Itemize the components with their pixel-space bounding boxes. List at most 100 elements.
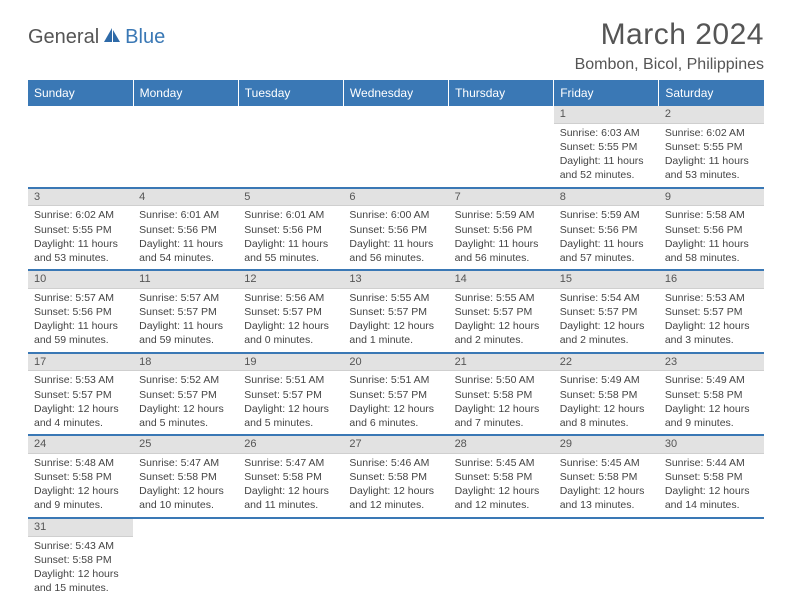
day-number: 27 bbox=[343, 436, 448, 454]
calendar-cell: 20Sunrise: 5:51 AMSunset: 5:57 PMDayligh… bbox=[343, 353, 448, 436]
day-content: Sunrise: 5:56 AMSunset: 5:57 PMDaylight:… bbox=[238, 289, 343, 352]
day-number: 17 bbox=[28, 354, 133, 372]
calendar-cell: 9Sunrise: 5:58 AMSunset: 5:56 PMDaylight… bbox=[659, 188, 764, 271]
day-number: 24 bbox=[28, 436, 133, 454]
calendar-cell: 13Sunrise: 5:55 AMSunset: 5:57 PMDayligh… bbox=[343, 270, 448, 353]
calendar-cell-empty bbox=[28, 106, 133, 188]
calendar-week-row: 1Sunrise: 6:03 AMSunset: 5:55 PMDaylight… bbox=[28, 106, 764, 188]
day-content: Sunrise: 5:45 AMSunset: 5:58 PMDaylight:… bbox=[449, 454, 554, 517]
month-title: March 2024 bbox=[575, 18, 764, 52]
calendar-cell: 27Sunrise: 5:46 AMSunset: 5:58 PMDayligh… bbox=[343, 435, 448, 518]
calendar-cell: 25Sunrise: 5:47 AMSunset: 5:58 PMDayligh… bbox=[133, 435, 238, 518]
day-content: Sunrise: 5:55 AMSunset: 5:57 PMDaylight:… bbox=[449, 289, 554, 352]
calendar-week-row: 3Sunrise: 6:02 AMSunset: 5:55 PMDaylight… bbox=[28, 188, 764, 271]
day-content: Sunrise: 5:47 AMSunset: 5:58 PMDaylight:… bbox=[238, 454, 343, 517]
calendar-cell: 26Sunrise: 5:47 AMSunset: 5:58 PMDayligh… bbox=[238, 435, 343, 518]
calendar-cell: 3Sunrise: 6:02 AMSunset: 5:55 PMDaylight… bbox=[28, 188, 133, 271]
calendar-cell: 16Sunrise: 5:53 AMSunset: 5:57 PMDayligh… bbox=[659, 270, 764, 353]
weekday-header: Sunday bbox=[28, 80, 133, 106]
day-number: 26 bbox=[238, 436, 343, 454]
day-number: 19 bbox=[238, 354, 343, 372]
day-content: Sunrise: 5:50 AMSunset: 5:58 PMDaylight:… bbox=[449, 371, 554, 434]
calendar-cell-empty bbox=[554, 518, 659, 600]
calendar-cell: 10Sunrise: 5:57 AMSunset: 5:56 PMDayligh… bbox=[28, 270, 133, 353]
calendar-cell: 1Sunrise: 6:03 AMSunset: 5:55 PMDaylight… bbox=[554, 106, 659, 188]
day-number: 12 bbox=[238, 271, 343, 289]
day-number: 20 bbox=[343, 354, 448, 372]
calendar-cell: 17Sunrise: 5:53 AMSunset: 5:57 PMDayligh… bbox=[28, 353, 133, 436]
day-number: 14 bbox=[449, 271, 554, 289]
calendar-cell: 4Sunrise: 6:01 AMSunset: 5:56 PMDaylight… bbox=[133, 188, 238, 271]
day-number: 2 bbox=[659, 106, 764, 124]
day-number: 9 bbox=[659, 189, 764, 207]
calendar-cell-empty bbox=[133, 106, 238, 188]
weekday-header: Saturday bbox=[659, 80, 764, 106]
day-number: 21 bbox=[449, 354, 554, 372]
day-number: 25 bbox=[133, 436, 238, 454]
day-number: 8 bbox=[554, 189, 659, 207]
day-content: Sunrise: 5:45 AMSunset: 5:58 PMDaylight:… bbox=[554, 454, 659, 517]
day-number: 6 bbox=[343, 189, 448, 207]
calendar-cell: 22Sunrise: 5:49 AMSunset: 5:58 PMDayligh… bbox=[554, 353, 659, 436]
calendar-cell: 18Sunrise: 5:52 AMSunset: 5:57 PMDayligh… bbox=[133, 353, 238, 436]
weekday-header: Thursday bbox=[449, 80, 554, 106]
day-content: Sunrise: 5:46 AMSunset: 5:58 PMDaylight:… bbox=[343, 454, 448, 517]
day-number: 29 bbox=[554, 436, 659, 454]
header: General Blue March 2024 Bombon, Bicol, P… bbox=[28, 18, 764, 74]
calendar-header-row: SundayMondayTuesdayWednesdayThursdayFrid… bbox=[28, 80, 764, 106]
calendar-cell: 11Sunrise: 5:57 AMSunset: 5:57 PMDayligh… bbox=[133, 270, 238, 353]
day-number: 31 bbox=[28, 519, 133, 537]
calendar-cell-empty bbox=[133, 518, 238, 600]
calendar-week-row: 31Sunrise: 5:43 AMSunset: 5:58 PMDayligh… bbox=[28, 518, 764, 600]
day-content: Sunrise: 5:53 AMSunset: 5:57 PMDaylight:… bbox=[659, 289, 764, 352]
calendar-cell: 6Sunrise: 6:00 AMSunset: 5:56 PMDaylight… bbox=[343, 188, 448, 271]
calendar-cell: 31Sunrise: 5:43 AMSunset: 5:58 PMDayligh… bbox=[28, 518, 133, 600]
calendar-cell: 8Sunrise: 5:59 AMSunset: 5:56 PMDaylight… bbox=[554, 188, 659, 271]
day-content: Sunrise: 5:58 AMSunset: 5:56 PMDaylight:… bbox=[659, 206, 764, 269]
calendar-cell: 29Sunrise: 5:45 AMSunset: 5:58 PMDayligh… bbox=[554, 435, 659, 518]
day-number: 30 bbox=[659, 436, 764, 454]
calendar-cell: 24Sunrise: 5:48 AMSunset: 5:58 PMDayligh… bbox=[28, 435, 133, 518]
calendar-cell-empty bbox=[449, 106, 554, 188]
day-number: 11 bbox=[133, 271, 238, 289]
day-content: Sunrise: 6:02 AMSunset: 5:55 PMDaylight:… bbox=[28, 206, 133, 269]
day-content: Sunrise: 5:59 AMSunset: 5:56 PMDaylight:… bbox=[554, 206, 659, 269]
day-number: 18 bbox=[133, 354, 238, 372]
calendar-cell: 28Sunrise: 5:45 AMSunset: 5:58 PMDayligh… bbox=[449, 435, 554, 518]
calendar-cell: 23Sunrise: 5:49 AMSunset: 5:58 PMDayligh… bbox=[659, 353, 764, 436]
calendar-cell-empty bbox=[238, 518, 343, 600]
calendar-cell: 2Sunrise: 6:02 AMSunset: 5:55 PMDaylight… bbox=[659, 106, 764, 188]
day-number: 10 bbox=[28, 271, 133, 289]
day-number: 1 bbox=[554, 106, 659, 124]
brand-part1: General bbox=[28, 26, 99, 49]
calendar-cell-empty bbox=[238, 106, 343, 188]
location-text: Bombon, Bicol, Philippines bbox=[575, 56, 764, 74]
day-content: Sunrise: 5:59 AMSunset: 5:56 PMDaylight:… bbox=[449, 206, 554, 269]
day-content: Sunrise: 6:00 AMSunset: 5:56 PMDaylight:… bbox=[343, 206, 448, 269]
day-content: Sunrise: 5:52 AMSunset: 5:57 PMDaylight:… bbox=[133, 371, 238, 434]
day-number: 13 bbox=[343, 271, 448, 289]
day-number: 22 bbox=[554, 354, 659, 372]
day-content: Sunrise: 5:55 AMSunset: 5:57 PMDaylight:… bbox=[343, 289, 448, 352]
calendar-cell-empty bbox=[343, 106, 448, 188]
calendar-cell: 5Sunrise: 6:01 AMSunset: 5:56 PMDaylight… bbox=[238, 188, 343, 271]
calendar-cell-empty bbox=[659, 518, 764, 600]
day-content: Sunrise: 5:54 AMSunset: 5:57 PMDaylight:… bbox=[554, 289, 659, 352]
calendar-week-row: 10Sunrise: 5:57 AMSunset: 5:56 PMDayligh… bbox=[28, 270, 764, 353]
calendar-cell: 21Sunrise: 5:50 AMSunset: 5:58 PMDayligh… bbox=[449, 353, 554, 436]
day-number: 5 bbox=[238, 189, 343, 207]
calendar-week-row: 24Sunrise: 5:48 AMSunset: 5:58 PMDayligh… bbox=[28, 435, 764, 518]
calendar-table: SundayMondayTuesdayWednesdayThursdayFrid… bbox=[28, 80, 764, 599]
day-content: Sunrise: 5:47 AMSunset: 5:58 PMDaylight:… bbox=[133, 454, 238, 517]
brand-part2: Blue bbox=[125, 26, 165, 49]
calendar-cell: 7Sunrise: 5:59 AMSunset: 5:56 PMDaylight… bbox=[449, 188, 554, 271]
title-block: March 2024 Bombon, Bicol, Philippines bbox=[575, 18, 764, 74]
brand-logo: General Blue bbox=[28, 18, 165, 49]
sail-icon bbox=[102, 26, 122, 49]
calendar-body: 1Sunrise: 6:03 AMSunset: 5:55 PMDaylight… bbox=[28, 106, 764, 599]
day-content: Sunrise: 5:49 AMSunset: 5:58 PMDaylight:… bbox=[659, 371, 764, 434]
calendar-cell: 12Sunrise: 5:56 AMSunset: 5:57 PMDayligh… bbox=[238, 270, 343, 353]
day-content: Sunrise: 5:48 AMSunset: 5:58 PMDaylight:… bbox=[28, 454, 133, 517]
calendar-week-row: 17Sunrise: 5:53 AMSunset: 5:57 PMDayligh… bbox=[28, 353, 764, 436]
weekday-header: Wednesday bbox=[343, 80, 448, 106]
